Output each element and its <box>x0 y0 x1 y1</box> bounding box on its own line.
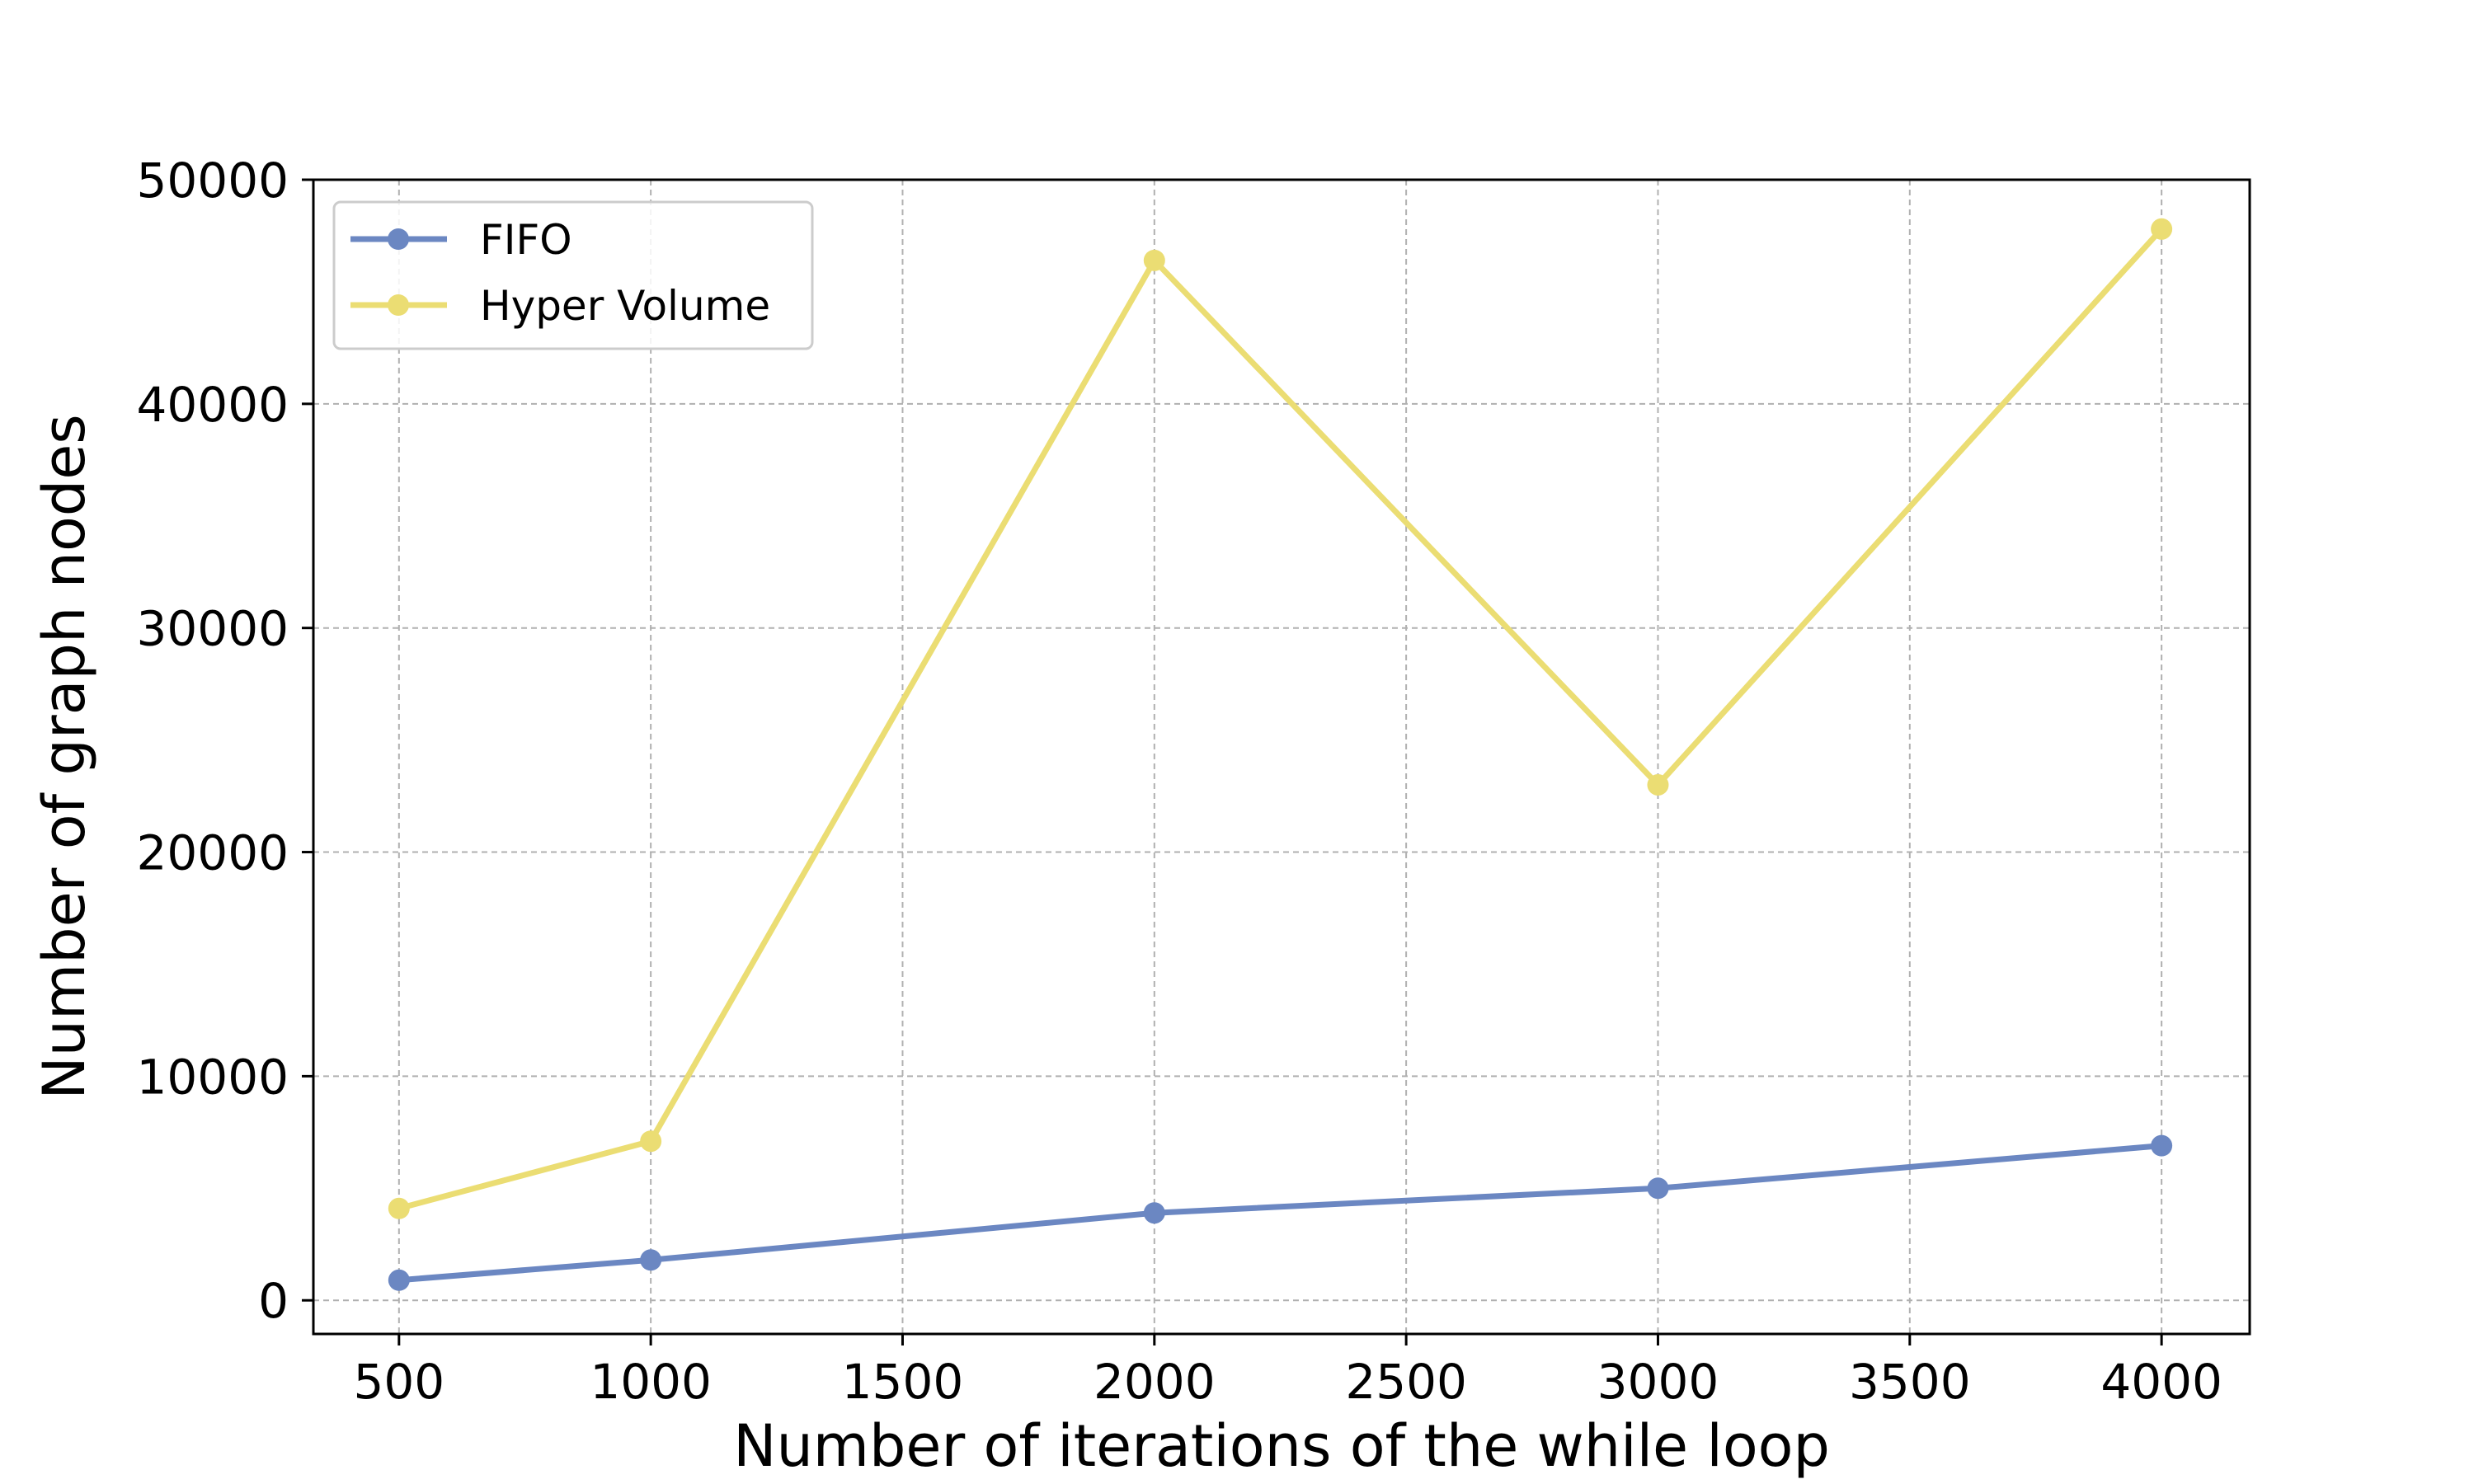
y-tick-label: 0 <box>258 1273 289 1329</box>
series-0 <box>388 1134 2173 1291</box>
x-tick-label: 500 <box>353 1354 444 1410</box>
data-point <box>1647 1177 1669 1200</box>
legend-label: Hyper Volume <box>480 282 770 330</box>
y-tick-label: 30000 <box>136 601 289 657</box>
data-point <box>640 1130 662 1153</box>
data-point <box>2151 1134 2173 1157</box>
legend-item: FIFO <box>350 216 572 264</box>
data-point <box>388 1197 410 1219</box>
y-axis-ticks: 0 10000 20000 30000 40000 50000 <box>136 153 313 1329</box>
data-point <box>1143 249 1165 271</box>
y-axis-title: Number of graph nodes <box>31 414 98 1100</box>
series-1 <box>388 218 2173 1219</box>
data-point <box>388 1269 410 1291</box>
y-tick-label: 10000 <box>136 1049 289 1105</box>
x-tick-label: 1500 <box>842 1354 964 1410</box>
plot-frame <box>312 178 2251 1336</box>
legend-marker <box>388 228 409 250</box>
y-tick-label: 40000 <box>136 377 289 433</box>
data-point <box>2151 218 2173 240</box>
y-tick-label: 20000 <box>136 825 289 881</box>
x-tick-label: 3000 <box>1597 1354 1719 1410</box>
data-point <box>1647 773 1669 796</box>
x-tick-label: 1000 <box>590 1354 712 1410</box>
series-line <box>397 227 2164 1212</box>
x-axis-ticks: 500 1000 1500 2000 2500 3000 3500 4000 <box>353 1334 2222 1410</box>
x-tick-label: 4000 <box>2100 1354 2222 1410</box>
x-tick-label: 2500 <box>1345 1354 1467 1410</box>
legend-marker <box>388 294 409 316</box>
x-tick-label: 2000 <box>1094 1354 1216 1410</box>
data-point <box>640 1249 662 1271</box>
x-axis-title: Number of iterations of the while loop <box>733 1412 1830 1480</box>
legend-label: FIFO <box>480 216 572 264</box>
series-layer <box>388 218 2173 1291</box>
data-point <box>1143 1202 1165 1224</box>
x-tick-label: 3500 <box>1849 1354 1971 1410</box>
legend-item: Hyper Volume <box>350 282 770 330</box>
legend-box <box>332 200 814 350</box>
y-tick-label: 50000 <box>136 153 289 209</box>
series-line <box>398 1143 2162 1284</box>
legend: FIFO Hyper Volume <box>332 200 814 350</box>
